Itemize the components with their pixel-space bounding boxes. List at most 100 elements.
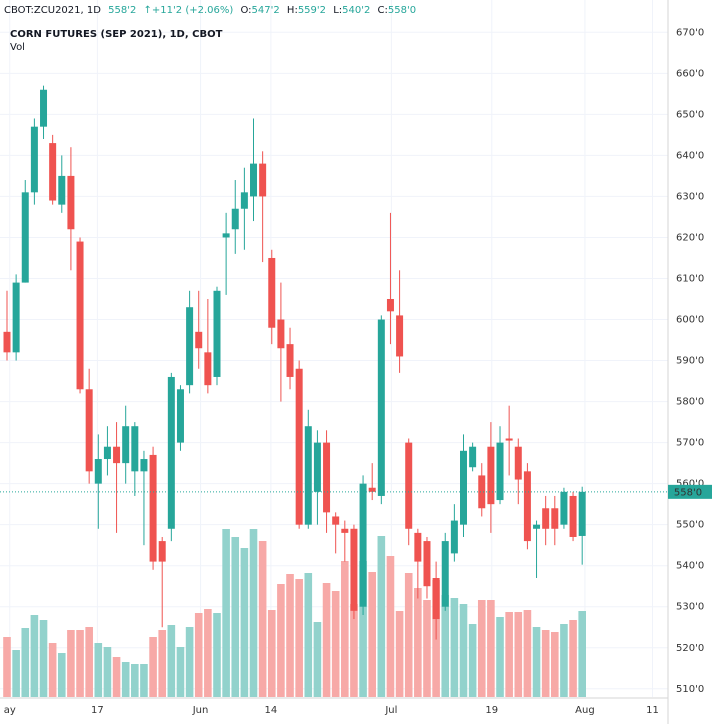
candle-body: [3, 331, 11, 353]
candle-body: [58, 175, 66, 205]
candle-body: [523, 471, 531, 542]
candle-body: [268, 257, 276, 328]
candle-body: [341, 528, 349, 533]
candle-body: [295, 368, 303, 525]
change: +11'2 (+2.06%): [152, 5, 233, 16]
candle-body: [450, 520, 458, 554]
candle-body: [542, 508, 550, 529]
arrow: ↑: [144, 5, 152, 16]
volume-bar: [386, 556, 395, 697]
volume-bar: [204, 609, 212, 697]
candle-body: [514, 446, 522, 480]
volume-bar: [222, 529, 230, 697]
header: CBOT:ZCU2021, 1D 558'2 ↑+11'2 (+2.06%) O…: [4, 5, 416, 16]
volume-bar: [295, 579, 303, 697]
volume-bar: [377, 536, 386, 697]
candle-body: [40, 89, 48, 127]
volume-bar: [541, 630, 550, 697]
candle-body: [85, 389, 93, 472]
candle-body: [414, 532, 422, 562]
volume-bar: [213, 613, 221, 697]
volume-bar: [523, 610, 532, 697]
y-tick-label: 580'0: [676, 397, 704, 408]
candle-body: [12, 282, 20, 353]
candle-body: [377, 319, 385, 496]
candle-body: [49, 143, 57, 201]
candle-body: [505, 438, 513, 441]
candle-body: [213, 290, 221, 377]
volume-bar: [532, 627, 541, 697]
y-tick-label: 590'0: [676, 356, 704, 367]
volume-bar: [21, 628, 30, 697]
y-tick-label: 550'0: [676, 520, 704, 531]
ohlc-label: H:: [287, 5, 298, 16]
candle-body: [405, 442, 413, 529]
last-price-box: [668, 484, 712, 499]
candle-body: [113, 446, 121, 464]
ohlc-value: 558'0: [388, 5, 416, 16]
candle-body: [231, 208, 239, 230]
volume-bar: [286, 574, 294, 697]
candle-body: [222, 233, 230, 238]
candle-body: [487, 446, 495, 505]
y-tick-label: 560'0: [676, 479, 704, 490]
candle-body: [323, 442, 331, 513]
candle-body: [578, 491, 586, 536]
volume-bar: [76, 630, 84, 697]
candle-body: [332, 516, 340, 525]
candle-body: [259, 163, 267, 197]
volume-bar: [121, 662, 130, 697]
candle-body: [76, 241, 84, 390]
y-tick-label: 530'0: [676, 602, 704, 613]
volume-bar: [67, 630, 75, 697]
candle-body: [313, 442, 321, 492]
y-tick-label: 620'0: [676, 232, 704, 243]
y-tick-label: 600'0: [676, 315, 704, 326]
candle-body: [167, 376, 175, 529]
y-tick-label: 570'0: [676, 438, 704, 449]
last: 558'2: [108, 5, 136, 16]
y-tick-label: 520'0: [676, 643, 704, 654]
volume-label: Vol: [10, 42, 25, 53]
y-tick-label: 650'0: [676, 109, 704, 120]
volume-bar: [560, 624, 568, 697]
candle-body: [359, 483, 367, 607]
candle-body: [240, 192, 248, 209]
volume-bar: [158, 630, 167, 697]
volume-bar: [48, 643, 57, 697]
candle-body: [469, 446, 477, 468]
volume-bar: [514, 612, 523, 697]
x-tick-label: ay: [4, 705, 16, 716]
y-tick-label: 610'0: [676, 273, 704, 284]
volume-bar: [359, 561, 367, 697]
volume-bar: [140, 664, 148, 697]
x-tick-label: 19: [485, 705, 498, 716]
ohlc-value: 547'2: [252, 5, 280, 16]
y-tick-label: 670'0: [676, 27, 704, 38]
y-tick-label: 510'0: [676, 684, 704, 695]
x-tick-label: 17: [91, 705, 104, 716]
volume-bar: [167, 625, 176, 697]
x-tick-label: 11: [646, 705, 659, 716]
candle-body: [21, 192, 29, 283]
x-tick-label: 14: [264, 705, 277, 716]
ohlc-value: 559'2: [298, 5, 326, 16]
volume-bar: [322, 583, 331, 697]
candle-body: [423, 541, 431, 587]
volume-bar: [194, 613, 203, 697]
candle-body: [103, 446, 111, 460]
volume-bar: [231, 537, 240, 697]
volume-bar: [3, 637, 11, 697]
candle-body: [176, 389, 184, 443]
volume-bar: [240, 548, 249, 697]
volume-bar: [313, 622, 322, 697]
volume-bar: [57, 653, 66, 697]
volume-bar: [404, 573, 413, 697]
volume-bar: [249, 529, 258, 697]
candle-body: [569, 495, 577, 537]
volume-bar: [85, 627, 93, 697]
volume-bar: [395, 611, 404, 697]
symbol: CBOT:ZCU2021, 1D: [4, 5, 101, 16]
x-tick-label: Jun: [192, 705, 209, 716]
